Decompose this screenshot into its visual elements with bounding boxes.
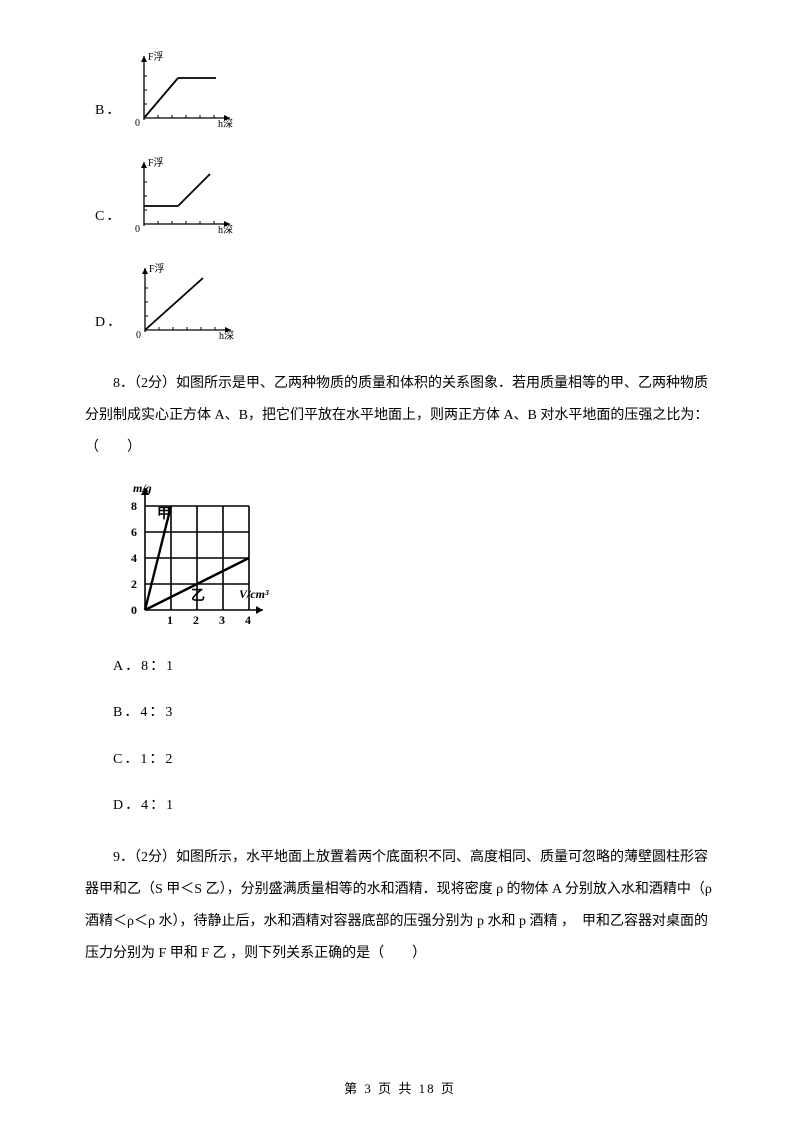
graph-b: F浮 h深 0 (130, 50, 235, 128)
xtick: 4 (245, 613, 251, 627)
q8-option-b: B．4：3 (85, 702, 715, 724)
option-c-label: C． (95, 206, 122, 228)
option-b-label: B． (95, 100, 122, 122)
xtick: 1 (167, 613, 173, 627)
option-d-row: D． F浮 h深 0 (95, 262, 715, 340)
origin-label: 0 (135, 118, 140, 128)
q8-chart: 甲 乙 8 6 4 2 0 1 2 3 4 m/g V/cm³ (113, 480, 715, 638)
xtick: 3 (219, 613, 225, 627)
line-yi-label: 乙 (191, 588, 205, 604)
ytick: 2 (131, 577, 137, 591)
q8-option-a: A．8：1 (85, 656, 715, 678)
ytick: 8 (131, 499, 137, 513)
q8-text: 8．（2分）如图所示是甲、乙两种物质的质量和体积的关系图象．若用质量相等的甲、乙… (85, 368, 715, 465)
q8-option-c: C．1：2 (85, 749, 715, 771)
line-jia-label: 甲 (157, 506, 171, 522)
option-b-row: B． F浮 h深 0 (95, 50, 715, 128)
ytick: 4 (131, 551, 137, 565)
q8-option-d: D．4：1 (85, 795, 715, 817)
ytick: 0 (131, 603, 137, 617)
xtick: 2 (193, 613, 199, 627)
x-axis-label: h深 (218, 224, 233, 234)
q9-text: 9．（2分）如图所示，水平地面上放置着两个底面积不同、高度相同、质量可忽略的薄壁… (85, 842, 715, 971)
option-c-row: C． F浮 h深 0 (95, 156, 715, 234)
x-axis-label: V/cm³ (239, 587, 269, 601)
x-axis-label: h深 (218, 118, 233, 128)
graph-d: F浮 h深 0 (131, 262, 236, 340)
page-footer: 第 3 页 共 18 页 (0, 1079, 800, 1100)
origin-label: 0 (136, 330, 141, 340)
option-d-label: D． (95, 312, 123, 334)
ytick: 6 (131, 525, 137, 539)
y-axis-label: F浮 (149, 263, 165, 275)
x-axis-label: h深 (219, 330, 234, 340)
y-axis-label: F浮 (148, 51, 164, 63)
origin-label: 0 (135, 224, 140, 234)
y-axis-label: F浮 (148, 157, 164, 169)
graph-c: F浮 h深 0 (130, 156, 235, 234)
y-axis-label: m/g (133, 481, 152, 495)
